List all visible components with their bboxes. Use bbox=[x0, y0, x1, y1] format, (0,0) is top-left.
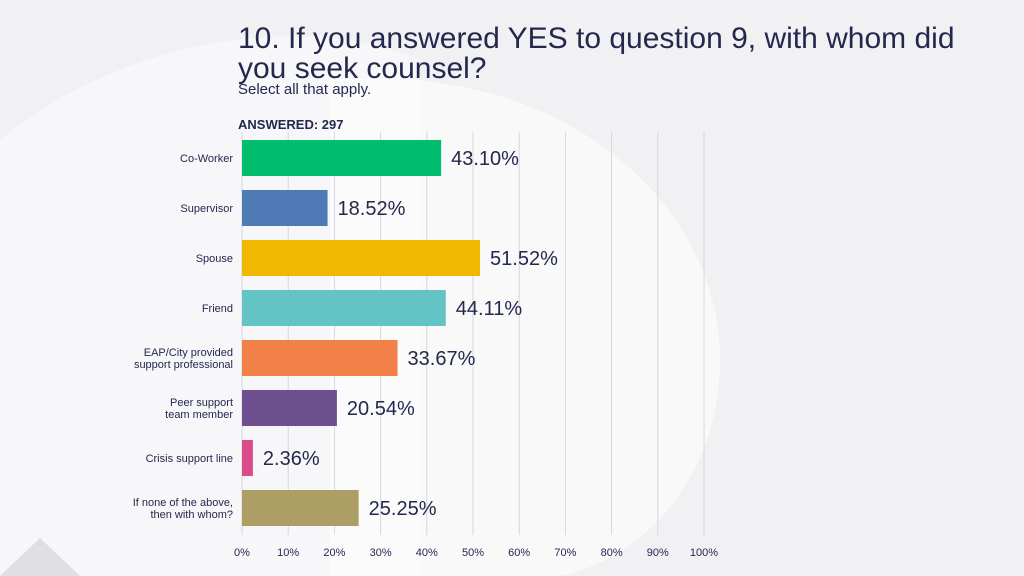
value-label: 2.36% bbox=[263, 448, 320, 470]
x-tick-label: 30% bbox=[370, 547, 392, 559]
category-label: Friend bbox=[202, 303, 233, 315]
value-label: 20.54% bbox=[347, 398, 415, 420]
slide-title: 10. If you answered YES to question 9, w… bbox=[238, 22, 955, 85]
x-tick-label: 40% bbox=[416, 547, 438, 559]
x-tick-label: 60% bbox=[508, 547, 530, 559]
category-label: EAP/City provided support professional bbox=[134, 347, 233, 371]
category-label: Co-Worker bbox=[180, 153, 233, 165]
bar bbox=[242, 340, 398, 376]
category-label: Spouse bbox=[196, 253, 233, 265]
bar bbox=[242, 140, 442, 176]
category-label: If none of the above, then with whom? bbox=[133, 497, 233, 521]
x-tick-label: 20% bbox=[323, 547, 345, 559]
category-label: Peer support team member bbox=[165, 397, 233, 421]
x-tick-label: 0% bbox=[234, 547, 250, 559]
x-tick-label: 70% bbox=[554, 547, 576, 559]
bar bbox=[242, 240, 481, 276]
category-label: Crisis support line bbox=[146, 453, 233, 465]
slide-subtitle: Select all that apply. bbox=[238, 81, 372, 98]
bar bbox=[242, 390, 337, 426]
bar bbox=[242, 490, 359, 526]
x-tick-label: 80% bbox=[601, 547, 623, 559]
value-label: 44.11% bbox=[456, 298, 523, 320]
x-tick-label: 90% bbox=[647, 547, 669, 559]
x-tick-label: 100% bbox=[690, 547, 718, 559]
bar bbox=[242, 440, 253, 476]
bar bbox=[242, 190, 328, 226]
value-label: 43.10% bbox=[451, 148, 519, 170]
value-label: 25.25% bbox=[369, 498, 437, 520]
value-label: 33.67% bbox=[408, 348, 476, 370]
x-tick-label: 50% bbox=[462, 547, 484, 559]
value-label: 18.52% bbox=[338, 198, 406, 220]
category-label: Supervisor bbox=[180, 203, 233, 215]
x-tick-label: 10% bbox=[277, 547, 299, 559]
value-label: 51.52% bbox=[490, 248, 558, 270]
answered-count: ANSWERED: 297 bbox=[238, 117, 344, 132]
bar bbox=[242, 290, 446, 326]
